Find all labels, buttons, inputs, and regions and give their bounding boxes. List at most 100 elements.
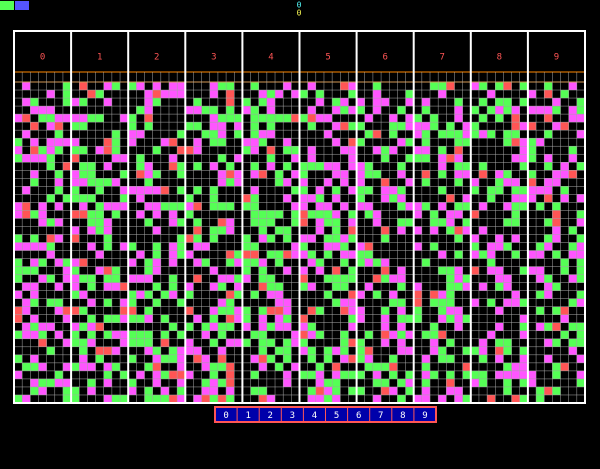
cell	[71, 170, 80, 179]
cell	[71, 386, 80, 395]
green-swatch[interactable]	[0, 1, 14, 10]
cell	[291, 330, 300, 339]
cell	[120, 186, 129, 195]
cell	[79, 114, 88, 123]
cell	[71, 258, 80, 267]
cell	[389, 370, 398, 379]
cell	[372, 274, 382, 283]
cell	[397, 330, 406, 339]
cell	[177, 202, 186, 211]
cell	[111, 130, 121, 139]
cell	[568, 170, 577, 179]
cell	[389, 290, 398, 299]
cell	[283, 138, 292, 147]
cell	[152, 90, 161, 99]
cell	[152, 210, 161, 219]
cell	[152, 250, 161, 259]
selector-button[interactable]: 2	[268, 411, 273, 421]
cell	[234, 170, 243, 179]
cell	[446, 210, 455, 219]
cell	[95, 226, 104, 235]
cell	[470, 298, 479, 307]
cell	[177, 362, 186, 371]
cell	[348, 370, 357, 379]
cell	[413, 394, 422, 403]
selector-button[interactable]: 4	[312, 411, 317, 421]
cell	[283, 354, 292, 363]
selector-button[interactable]: 6	[356, 411, 361, 421]
cell	[22, 114, 31, 123]
cell	[185, 194, 194, 203]
cell	[372, 290, 382, 299]
cell	[356, 170, 365, 179]
cell	[111, 314, 121, 323]
cell	[576, 194, 585, 203]
cell	[519, 378, 528, 387]
cell	[234, 314, 243, 323]
cell	[168, 202, 178, 211]
cell	[307, 250, 316, 259]
selector-button[interactable]: 5	[334, 411, 339, 421]
cell	[14, 242, 23, 251]
selector-button[interactable]: 9	[422, 411, 427, 421]
cell	[283, 298, 292, 307]
cell	[38, 114, 47, 123]
selector-button[interactable]: 0	[223, 411, 228, 421]
cell	[95, 346, 104, 355]
cell	[120, 170, 129, 179]
cell	[193, 162, 202, 171]
cell	[201, 242, 210, 251]
cell	[250, 354, 259, 363]
cell	[323, 386, 333, 395]
cell	[177, 130, 186, 139]
cell	[283, 162, 292, 171]
cell	[234, 122, 243, 131]
cell	[160, 90, 169, 99]
cell	[87, 274, 96, 283]
cell	[193, 314, 202, 323]
cell	[519, 82, 528, 91]
cell	[299, 242, 308, 251]
cell	[454, 266, 463, 275]
cell	[511, 218, 520, 227]
cell	[217, 130, 227, 139]
cell	[136, 290, 145, 299]
cell	[71, 266, 80, 275]
cell	[14, 138, 23, 147]
cell	[209, 194, 218, 203]
cell	[544, 290, 553, 299]
cell	[511, 178, 520, 187]
selector-button[interactable]: 7	[378, 411, 383, 421]
cell	[22, 242, 31, 251]
cell	[438, 290, 447, 299]
selector-button[interactable]: 8	[400, 411, 405, 421]
cell	[381, 178, 390, 187]
cell	[397, 274, 406, 283]
cell	[323, 274, 333, 283]
selector-button[interactable]: 1	[245, 411, 250, 421]
cell	[487, 330, 496, 339]
blue-swatch[interactable]	[15, 1, 29, 10]
cell	[14, 210, 23, 219]
cell	[503, 138, 512, 147]
cell	[71, 290, 80, 299]
cell	[168, 370, 178, 379]
cell	[421, 330, 431, 339]
header-strip	[356, 71, 415, 83]
cell	[209, 202, 218, 211]
selector-button[interactable]: 3	[290, 411, 295, 421]
cell	[299, 194, 308, 203]
cell	[79, 362, 88, 371]
cell	[381, 378, 390, 387]
cell	[217, 346, 227, 355]
cell	[487, 194, 496, 203]
cell	[144, 258, 153, 267]
cell	[503, 170, 512, 179]
cell	[54, 218, 63, 227]
cell	[470, 378, 479, 387]
cell	[136, 170, 145, 179]
cell	[283, 234, 292, 243]
cell	[552, 170, 561, 179]
cell	[266, 90, 276, 99]
cell	[446, 298, 455, 307]
